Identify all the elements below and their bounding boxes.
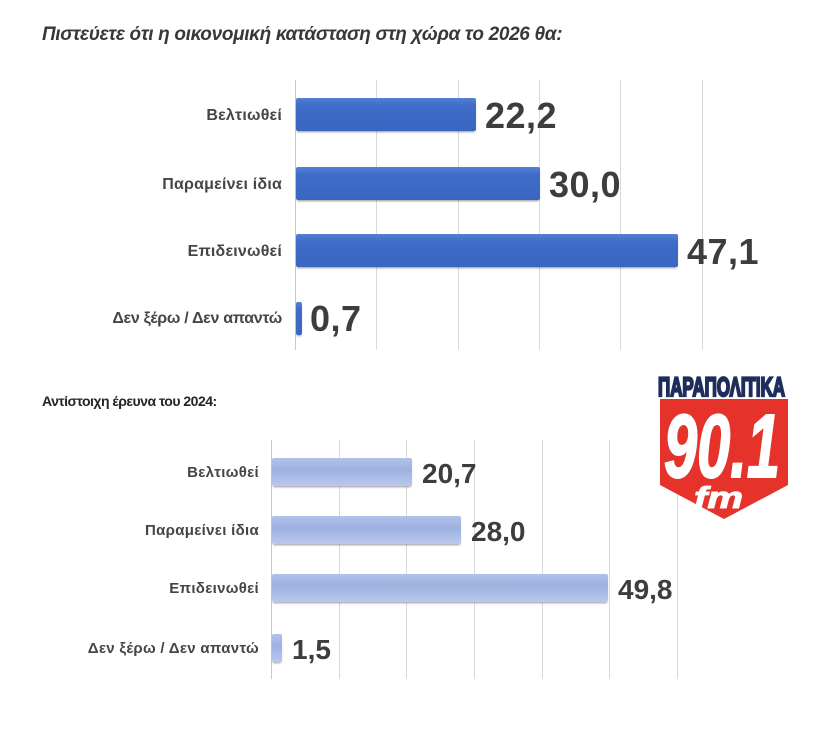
svg-text:fm: fm (694, 480, 743, 515)
svg-text:90.1: 90.1 (664, 397, 780, 497)
svg-text:ΠΑΡΑΠΟΛΙΤΙΚΑ: ΠΑΡΑΠΟΛΙΤΙΚΑ (658, 372, 785, 402)
